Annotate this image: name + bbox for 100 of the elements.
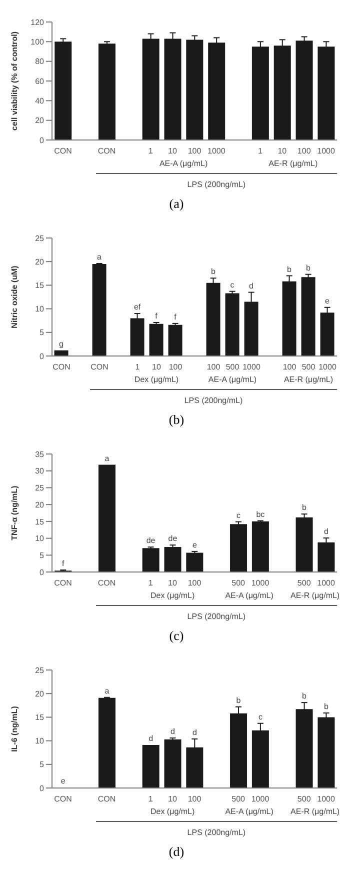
text: (a) (168, 196, 185, 212)
x-tick-label: CON (54, 146, 72, 156)
text: (b) (168, 412, 186, 428)
x-tick-label: CON (98, 794, 116, 804)
bar (98, 698, 116, 788)
data-label: f (174, 312, 178, 322)
data-label: c (258, 712, 262, 722)
x-tick-label: 100 (188, 146, 202, 156)
y-tick-label: 15 (35, 517, 45, 526)
x-tick-label: 100 (168, 362, 183, 372)
text: LPS (200ng/mL) (183, 396, 244, 405)
data-label: d (249, 281, 254, 290)
x-tick-label: 500 (302, 362, 316, 372)
y-axis-title: IL-6 (ng/mL) (10, 706, 19, 752)
x-tick-label: 1 (148, 794, 154, 804)
bar (142, 548, 160, 572)
bar (301, 277, 316, 356)
x-tick-label: 1 (135, 362, 140, 372)
bar (252, 521, 269, 572)
data-label: bc (256, 510, 265, 519)
y-tick-label: 30 (35, 466, 45, 476)
x-tick-label: 1 (148, 146, 154, 156)
data-label: d (148, 734, 154, 744)
bar (164, 739, 182, 788)
data-label: f (155, 311, 158, 320)
y-axis-title: cell viability (% of control) (10, 31, 19, 131)
bar (225, 293, 240, 356)
text: AE-R (μg/mL) (290, 591, 340, 600)
y-tick-label: 60 (35, 76, 45, 86)
x-tick-label: 100 (297, 146, 312, 156)
y-tick-label: 25 (35, 234, 45, 243)
y-tick-label: 0 (40, 784, 45, 793)
x-tick-label: 10 (168, 578, 178, 588)
x-tick-label: CON (98, 578, 116, 588)
x-tick-label: 500 (297, 578, 312, 588)
data-label: b (324, 702, 329, 711)
data-label: d (324, 526, 328, 536)
x-tick-label: CON (54, 578, 72, 588)
data-label: e (192, 540, 198, 550)
data-label: b (306, 263, 312, 272)
bar (164, 547, 182, 572)
y-tick-label: 10 (35, 534, 45, 544)
data-label: c (236, 510, 241, 520)
data-label: ef (134, 302, 142, 312)
x-tick-label: 100 (282, 362, 297, 372)
x-tick-label: CON (52, 362, 71, 372)
y-tick-label: 20 (35, 257, 45, 266)
bar (296, 517, 313, 572)
data-label: a (104, 686, 110, 696)
data-label: c (230, 280, 234, 290)
text: AE-A (μg/mL) (208, 375, 257, 384)
x-tick-label: 1000 (318, 362, 337, 372)
data-label: de (146, 536, 156, 546)
x-tick-label: 1 (258, 146, 264, 156)
x-tick-label: 500 (297, 794, 312, 804)
x-tick-label: 100 (206, 362, 221, 372)
x-tick-label: 1000 (317, 146, 336, 156)
bar (186, 552, 204, 572)
x-tick-label: 10 (278, 146, 288, 156)
x-tick-label: 10 (168, 146, 178, 156)
x-tick-label: 1 (148, 578, 154, 588)
text: AE-A (μg/mL) (159, 159, 208, 168)
data-label: a (104, 454, 110, 463)
y-tick-label: 20 (35, 689, 45, 698)
text: AE-A (μg/mL) (225, 807, 274, 816)
x-tick-label: 1000 (242, 362, 261, 372)
bar (168, 324, 182, 356)
x-tick-label: 100 (188, 794, 202, 804)
text: AE-R (μg/mL) (284, 375, 334, 384)
y-tick-label: 5 (40, 760, 45, 770)
x-tick-label: 100 (188, 578, 202, 588)
y-tick-label: 20 (35, 116, 45, 126)
data-label: g (59, 339, 64, 348)
x-tick-label: 1000 (317, 794, 336, 804)
y-tick-label: 5 (40, 550, 45, 560)
y-tick-label: 10 (35, 736, 45, 746)
text: LPS (200ng/mL) (186, 828, 247, 837)
x-tick-label: 500 (232, 794, 246, 804)
bar (142, 745, 160, 788)
bar (318, 542, 335, 572)
data-label: d (170, 726, 175, 736)
data-label: b (236, 696, 242, 705)
y-tick-label: 0 (40, 352, 45, 361)
data-label: b (211, 267, 216, 276)
x-tick-label: CON (90, 362, 109, 372)
bar (230, 524, 248, 572)
y-axis-title: Nitric oxide (uM) (10, 265, 19, 328)
y-tick-label: 25 (35, 666, 45, 675)
x-tick-label: 1000 (317, 578, 336, 588)
data-label: e (60, 776, 66, 786)
data-label: a (97, 252, 102, 262)
text: (d) (168, 844, 186, 860)
text: (c) (168, 628, 185, 644)
text: AE-R (μg/mL) (290, 807, 340, 816)
data-label: b (302, 503, 308, 512)
y-tick-label: 10 (35, 304, 45, 314)
data-label: de (168, 534, 178, 544)
y-tick-label: 100 (30, 38, 45, 47)
bar (149, 324, 164, 356)
y-tick-label: 25 (35, 484, 45, 493)
